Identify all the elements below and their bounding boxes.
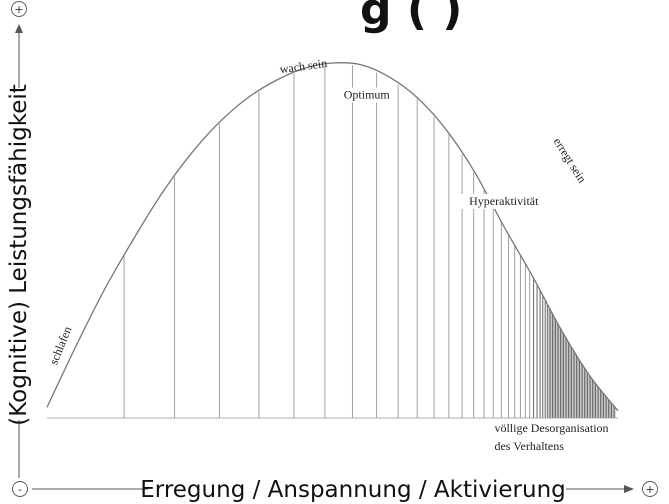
annotation-label: Optimum: [344, 88, 391, 102]
hatch-lines: [123, 65, 616, 418]
x-plus-sign: +: [645, 483, 654, 496]
annotations: schlafen wach sein Optimum Hyperaktivität er…: [46, 56, 608, 453]
y-plus-circle: [11, 1, 27, 17]
annotation-background: [458, 194, 550, 209]
chart-title-partial: g ( ): [360, 0, 462, 35]
x-axis-label: Erregung / Anspannung / Aktivierung: [140, 477, 566, 503]
x-minus-sign: -: [18, 483, 22, 496]
annotation-label: des Verhaltens: [494, 439, 564, 453]
annotation-label: schlafen: [46, 324, 74, 366]
annotation-label: erregt sein: [551, 135, 590, 185]
annotation-label: wach sein: [279, 56, 328, 76]
annotation-background: [343, 87, 391, 103]
x-axis-arrowhead: [624, 485, 634, 493]
y-plus-sign: +: [14, 3, 23, 16]
performance-curve: [46, 62, 619, 412]
annotation-label: völlige Desorganisation: [494, 421, 608, 435]
x-minus-circle: [12, 481, 28, 497]
y-axis-arrowhead: [15, 24, 23, 33]
y-axis-label: (Kognitive) Leistungsfähigkeit: [6, 84, 32, 426]
annotation-label: Hyperaktivität: [469, 194, 539, 208]
x-plus-circle: [642, 481, 658, 497]
